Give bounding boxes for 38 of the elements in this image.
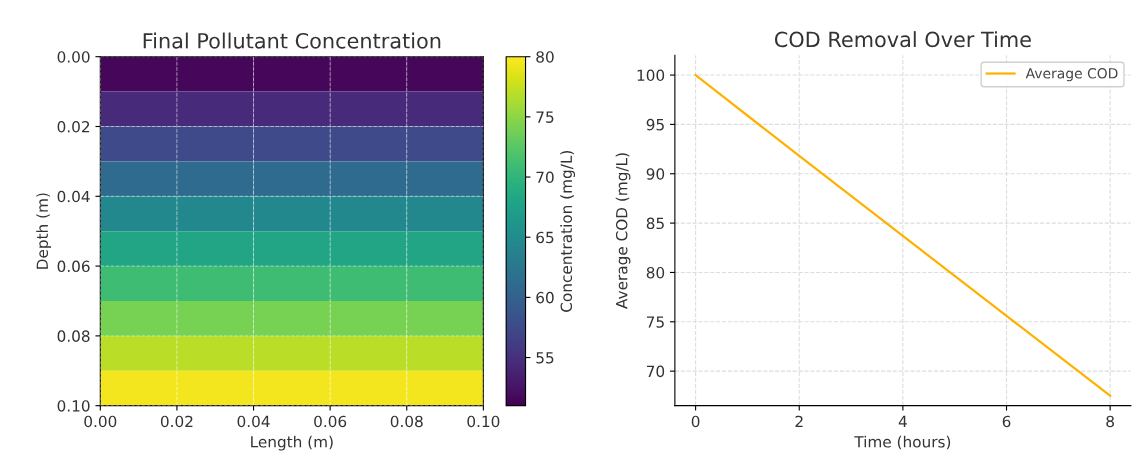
- color-bar-title: Concentration (mg/L): [560, 150, 576, 312]
- y-tick-label: 100: [637, 69, 665, 82]
- x-tick-label: 8: [1106, 415, 1114, 428]
- x-tick-label: 6: [1002, 415, 1011, 428]
- color-bar-label: 60: [536, 291, 554, 304]
- x-tick-label: 2: [795, 415, 803, 428]
- x-tick-label: 0.04: [237, 415, 270, 428]
- y-tick-label: 70: [646, 365, 665, 378]
- y-tick-label: 90: [646, 168, 665, 180]
- x-tick-label: 0.02: [160, 415, 193, 428]
- legend-label: Average COD: [1025, 68, 1118, 82]
- y-axis-title: Depth (m): [36, 193, 52, 269]
- y-tick-label: 0.04: [57, 190, 90, 203]
- y-tick-label: 0.08: [57, 330, 90, 342]
- y-tick-label: 75: [646, 316, 664, 328]
- y-tick-label: 0.00: [57, 51, 90, 63]
- color-bar-label: 65: [536, 231, 554, 244]
- x-tick-label: 4: [898, 415, 907, 428]
- y-tick-label: 95: [646, 118, 664, 131]
- y-axis-title: Average COD (mg/L): [615, 153, 631, 309]
- y-tick-label: 85: [646, 217, 664, 230]
- chart-title: Final Pollutant Concentration: [143, 32, 441, 49]
- y-tick-label: 0.10: [57, 400, 90, 412]
- color-bar-label: 70: [536, 171, 554, 184]
- x-tick-label: 0.10: [467, 415, 500, 428]
- y-tick-label: 80: [646, 266, 665, 279]
- chart-title: COD Removal Over Time: [774, 31, 1031, 48]
- color-bar-label: 75: [536, 111, 554, 123]
- x-tick-label: 0.00: [84, 415, 117, 428]
- x-tick-label: 0.08: [390, 415, 423, 428]
- x-axis-title: Time (hours): [854, 435, 951, 450]
- y-tick-label: 0.02: [57, 120, 90, 133]
- color-bar-label: 55: [536, 352, 554, 364]
- x-tick-label: 0.06: [314, 415, 347, 428]
- color-bar-label: 80: [536, 51, 554, 63]
- x-tick-label: 0: [691, 415, 700, 428]
- x-axis-title: Length (m): [251, 435, 333, 451]
- y-tick-label: 0.06: [57, 260, 90, 273]
